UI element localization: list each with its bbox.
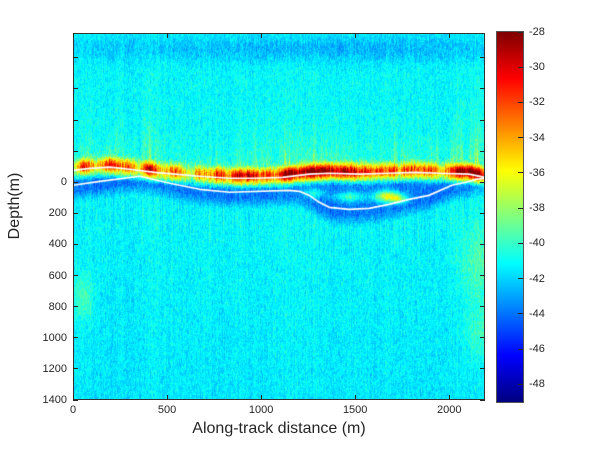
colorbar-tick <box>518 383 523 385</box>
colorbar-tick <box>518 313 523 315</box>
x-axis-tick <box>260 395 262 400</box>
x-axis-tick <box>72 395 74 400</box>
colorbar-tick <box>518 278 523 280</box>
colorbar-tick-label: -36 <box>529 166 545 179</box>
y-axis-tick <box>73 181 78 183</box>
x-axis-tick <box>354 395 356 400</box>
x-axis-tick <box>166 395 168 400</box>
colorbar-tick-label: -42 <box>529 272 545 285</box>
y-axis-tick <box>73 399 78 401</box>
colorbar-tick-label: -32 <box>529 96 545 109</box>
x-axis-title: Along-track distance (m) <box>192 420 366 437</box>
y-axis-tick <box>73 275 78 277</box>
y-axis-minor-tick <box>73 88 78 90</box>
colorbar-tick-label: -34 <box>529 131 545 144</box>
colorbar-tick-label: -46 <box>529 343 545 356</box>
colorbar-tick-label: -44 <box>529 307 545 320</box>
y-tick-label: 400 <box>48 238 67 251</box>
y-axis-tick <box>73 368 78 370</box>
colorbar-tick <box>518 172 523 174</box>
y-tick-label: 200 <box>48 207 67 220</box>
colorbar-tick-label: -40 <box>529 237 545 250</box>
x-tick-label: 0 <box>69 404 77 416</box>
x-tick-label: 1500 <box>342 404 368 416</box>
colorbar-tick-label: -28 <box>529 26 545 38</box>
x-tick-label: 2000 <box>437 404 462 416</box>
y-axis-right-tick <box>480 368 485 370</box>
y-axis-right-tick <box>480 399 485 401</box>
y-tick-label: 1200 <box>42 362 67 375</box>
colorbar-tick-label: -38 <box>529 202 545 215</box>
y-axis-minor-tick <box>480 150 485 152</box>
y-axis-right-tick <box>480 181 485 183</box>
colorbar-tick <box>518 242 523 244</box>
y-axis-tick <box>73 337 78 339</box>
y-axis-minor-tick <box>73 119 78 121</box>
y-tick-label: 800 <box>48 300 67 313</box>
x-axis-top-tick <box>448 33 450 38</box>
y-axis-right-tick <box>480 243 485 245</box>
colorbar-tick-label: -48 <box>529 378 545 391</box>
echogram-heatmap-canvas <box>73 33 485 400</box>
colorbar-tick-label: -30 <box>529 61 545 74</box>
colorbar-tick <box>518 66 523 68</box>
y-axis-tick <box>73 212 78 214</box>
y-axis-title: Depth(m) <box>6 172 23 240</box>
y-axis-minor-tick <box>73 150 78 152</box>
x-axis-tick <box>448 395 450 400</box>
x-tick-label: 1000 <box>248 404 274 416</box>
y-tick-label: 1000 <box>42 331 67 344</box>
colorbar-tick <box>518 137 523 139</box>
y-axis-right-tick <box>480 337 485 339</box>
y-axis-minor-tick <box>73 57 78 59</box>
colorbar-tick <box>518 31 523 33</box>
colorbar-tick <box>518 101 523 103</box>
y-axis-minor-tick <box>480 88 485 90</box>
x-axis-top-tick <box>72 33 74 38</box>
y-axis-right-tick <box>480 306 485 308</box>
y-tick-label: 0 <box>60 176 67 189</box>
y-axis-tick <box>73 306 78 308</box>
y-tick-label: 600 <box>48 269 67 282</box>
x-tick-label: 500 <box>157 404 177 416</box>
y-axis-right-tick <box>480 212 485 214</box>
colorbar-tick <box>518 348 523 350</box>
y-tick-label: 1400 <box>42 394 67 406</box>
y-axis-minor-tick <box>480 57 485 59</box>
x-axis-top-tick <box>166 33 168 38</box>
y-axis-minor-tick <box>480 119 485 121</box>
colorbar <box>496 31 524 403</box>
y-axis-right-tick <box>480 275 485 277</box>
y-axis-tick <box>73 243 78 245</box>
colorbar-tick <box>518 207 523 209</box>
x-axis-top-tick <box>260 33 262 38</box>
x-axis-top-tick <box>354 33 356 38</box>
